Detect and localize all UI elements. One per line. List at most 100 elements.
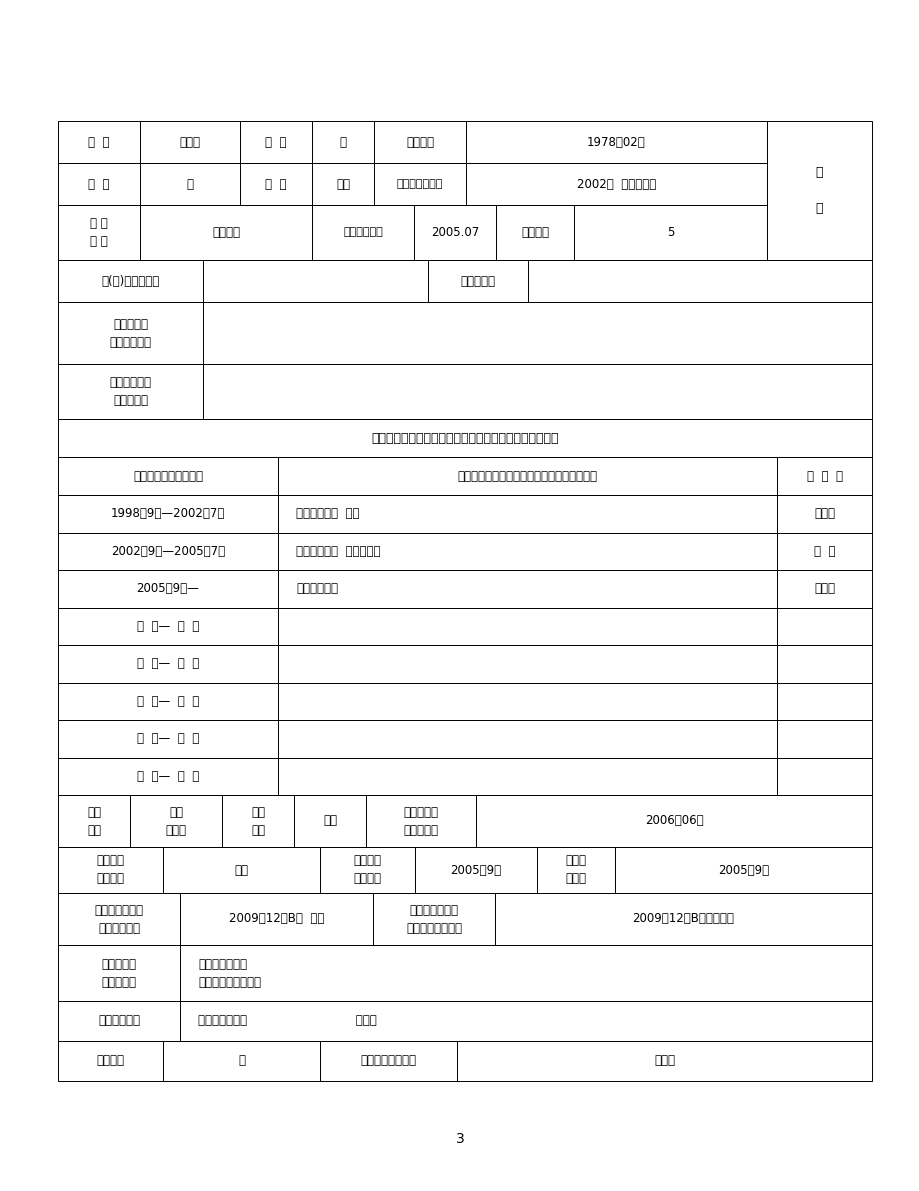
Bar [58, 847, 163, 893]
Bar [58, 364, 203, 419]
Text: 2005年9月—: 2005年9月— [136, 582, 199, 596]
Text: 年  月—  年  月: 年 月— 年 月 [137, 769, 199, 782]
Text: 2009年12月B级英语合格: 2009年12月B级英语合格 [632, 912, 733, 925]
Text: 现从事专业
及研究方向: 现从事专业 及研究方向 [101, 958, 136, 989]
Bar [58, 757, 278, 796]
Bar [58, 457, 278, 495]
Text: 硕士: 硕士 [323, 815, 336, 828]
Bar [528, 260, 871, 303]
Bar [58, 646, 278, 682]
Text: 四川农业大学  硕士研究生: 四川农业大学 硕士研究生 [296, 544, 380, 557]
Bar [180, 893, 372, 944]
Bar [414, 205, 495, 260]
Bar [777, 457, 871, 495]
Bar [466, 163, 766, 205]
Bar [614, 847, 871, 893]
Bar [58, 1000, 180, 1041]
Bar [320, 847, 414, 893]
Text: 在何地、何学校学习、进修，或何单位任何谷: 在何地、何学校学习、进修，或何单位任何谷 [457, 469, 596, 482]
Bar [58, 532, 278, 570]
Text: 伍  鬼: 伍 鬼 [813, 544, 834, 557]
Text: 2005年9月: 2005年9月 [717, 863, 768, 877]
Bar [58, 796, 130, 847]
Bar [278, 607, 777, 646]
Text: 出生年月: 出生年月 [405, 136, 434, 149]
Text: 1978年02月: 1978年02月 [586, 136, 645, 149]
Bar [777, 607, 871, 646]
Text: 高校教龄: 高校教龄 [520, 226, 549, 239]
Bar [58, 682, 278, 721]
Bar [495, 205, 573, 260]
Text: 汉: 汉 [187, 177, 193, 191]
Bar [573, 205, 766, 260]
Text: 1998年9月—2002年7月: 1998年9月—2002年7月 [110, 507, 225, 520]
Bar [58, 607, 278, 646]
Text: 2009年12月B级  合格: 2009年12月B级 合格 [229, 912, 323, 925]
Bar [180, 1000, 871, 1041]
Bar [475, 796, 871, 847]
Text: 2006年06月: 2006年06月 [644, 815, 702, 828]
Text: 年  月—  年  月: 年 月— 年 月 [137, 657, 199, 671]
Bar [320, 1041, 457, 1081]
Text: 主要学习、国内外进修及工作经历（从大学阶段起填写）: 主要学习、国内外进修及工作经历（从大学阶段起填写） [371, 431, 558, 444]
Text: 参加何学术
团体任何谷务: 参加何学术 团体任何谷务 [109, 318, 152, 349]
Text: 文兴田: 文兴田 [813, 507, 834, 520]
Text: 3: 3 [455, 1131, 464, 1146]
Text: 5: 5 [666, 226, 674, 239]
Bar [240, 163, 312, 205]
Text: 姓  名: 姓 名 [88, 136, 109, 149]
Bar [777, 682, 871, 721]
Text: 计算机考试时间
、级别、结论: 计算机考试时间 、级别、结论 [95, 904, 143, 935]
Bar [203, 303, 871, 364]
Bar [278, 570, 777, 607]
Text: 化环学院: 化环学院 [211, 226, 240, 239]
Bar [130, 796, 221, 847]
Text: 自何年何月至何年何月: 自何年何月至何年何月 [133, 469, 203, 482]
Bar [58, 303, 203, 364]
Bar [203, 260, 428, 303]
Text: 不破格: 不破格 [653, 1054, 675, 1067]
Text: 继续教育情况: 继续教育情况 [98, 1015, 140, 1028]
Text: 重庆: 重庆 [335, 177, 349, 191]
Text: 籍  贯: 籍 贯 [265, 177, 287, 191]
Bar [221, 796, 294, 847]
Bar [278, 457, 777, 495]
Bar [278, 646, 777, 682]
Bar [777, 532, 871, 570]
Text: 2005.07: 2005.07 [430, 226, 479, 239]
Bar [58, 893, 180, 944]
Text: 民  族: 民 族 [88, 177, 109, 191]
Bar [163, 1041, 320, 1081]
Bar [777, 570, 871, 607]
Text: 照

片: 照 片 [815, 166, 823, 216]
Text: 朱启红: 朱启红 [179, 136, 200, 149]
Bar [278, 721, 777, 757]
Text: 年  月—  年  月: 年 月— 年 月 [137, 732, 199, 746]
Text: 2005年9月: 2005年9月 [450, 863, 501, 877]
Bar [312, 121, 374, 163]
Text: 是否双詩挑: 是否双詩挑 [460, 274, 495, 287]
Bar [374, 163, 466, 205]
Bar [240, 121, 312, 163]
Bar [180, 944, 871, 1000]
Text: 最高
学位: 最高 学位 [251, 805, 265, 836]
Text: 四川农业大学  本科: 四川农业大学 本科 [296, 507, 359, 520]
Text: 性  别: 性 别 [265, 136, 287, 149]
Bar [58, 260, 203, 303]
Bar [312, 205, 414, 260]
Text: 重庆文理学院: 重庆文理学院 [296, 582, 337, 596]
Bar [537, 847, 614, 893]
Text: 最后
学历: 最后 学历 [87, 805, 101, 836]
Bar [494, 893, 871, 944]
Bar [58, 419, 871, 457]
Text: 否: 否 [238, 1054, 244, 1067]
Bar [777, 757, 871, 796]
Bar [457, 1041, 871, 1081]
Bar [766, 121, 871, 260]
Text: 参加工作时间: 参加工作时间 [343, 227, 382, 237]
Text: 宋仲容: 宋仲容 [813, 582, 834, 596]
Bar [58, 570, 278, 607]
Text: 所 在
部 门: 所 在 部 门 [90, 217, 108, 248]
Bar [278, 495, 777, 532]
Bar [140, 205, 312, 260]
